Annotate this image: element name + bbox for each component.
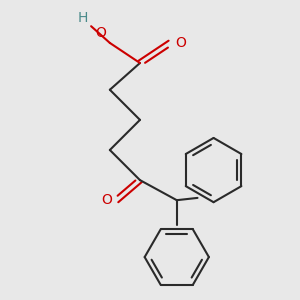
Text: O: O: [96, 26, 106, 40]
Text: H: H: [78, 11, 88, 25]
Text: O: O: [175, 36, 186, 50]
Text: O: O: [101, 193, 112, 207]
